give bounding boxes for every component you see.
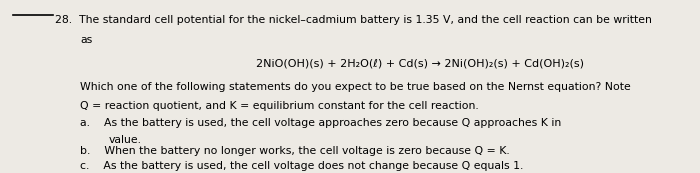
Text: 28.  The standard cell potential for the nickel–cadmium battery is 1.35 V, and t: 28. The standard cell potential for the … <box>55 15 652 25</box>
Text: b.    When the battery no longer works, the cell voltage is zero because Q = K.: b. When the battery no longer works, the… <box>80 146 510 156</box>
Text: value.: value. <box>108 135 141 145</box>
Text: a.    As the battery is used, the cell voltage approaches zero because Q approac: a. As the battery is used, the cell volt… <box>80 118 561 128</box>
Text: 2NiO(OH)(s) + 2H₂O(ℓ) + Cd(s) → 2Ni(OH)₂(s) + Cd(OH)₂(s): 2NiO(OH)(s) + 2H₂O(ℓ) + Cd(s) → 2Ni(OH)₂… <box>256 59 584 69</box>
Text: as: as <box>80 35 92 45</box>
Text: c.    As the battery is used, the cell voltage does not change because Q equals : c. As the battery is used, the cell volt… <box>80 161 524 171</box>
Text: Q = reaction quotient, and K = equilibrium constant for the cell reaction.: Q = reaction quotient, and K = equilibri… <box>80 101 480 111</box>
Text: Which one of the following statements do you expect to be true based on the Nern: Which one of the following statements do… <box>80 82 631 92</box>
